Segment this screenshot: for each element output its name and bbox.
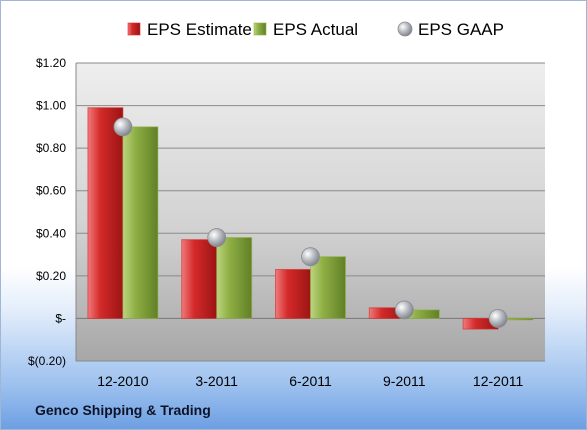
company-name: Genco Shipping & Trading — [35, 402, 211, 418]
bar-eps-actual — [216, 237, 253, 319]
bar-eps-estimate — [181, 239, 218, 319]
legend-label: EPS Estimate — [147, 20, 252, 39]
x-category-label: 12-2010 — [97, 373, 149, 389]
y-tick-label: $(0.20) — [28, 354, 66, 368]
x-axis-categories: 12-2010 3-2011 6-2011 9-2011 12-2011 — [97, 373, 523, 389]
x-category-label: 3-2011 — [195, 373, 238, 389]
legend: EPS Estimate EPS Actual EPS GAAP — [127, 20, 504, 39]
marker-eps-gaap — [394, 300, 414, 320]
x-category-label: 6-2011 — [289, 373, 332, 389]
gaap-markers — [113, 117, 508, 328]
x-category-label: 9-2011 — [383, 373, 426, 389]
y-tick-label: $0.20 — [36, 269, 66, 283]
legend-label: EPS Actual — [273, 20, 358, 39]
bar-eps-actual — [310, 256, 346, 319]
y-tick-label: $0.60 — [36, 184, 66, 198]
legend-label: EPS GAAP — [418, 20, 504, 39]
legend-swatch — [397, 21, 413, 37]
y-tick-label: $0.80 — [36, 141, 66, 155]
legend-swatch — [127, 22, 141, 36]
y-tick-label: $1.00 — [36, 99, 66, 113]
bar-eps-actual — [122, 126, 159, 319]
y-tick-label: $- — [55, 311, 66, 325]
marker-eps-gaap — [488, 309, 508, 328]
bar-eps-estimate — [87, 107, 124, 319]
bar-eps-estimate — [275, 268, 311, 319]
y-axis-ticks: $1.20 $1.00 $0.80 $0.60 $0.40 $0.20 $- $(0.20) — [28, 56, 66, 368]
y-tick-label: $1.20 — [36, 56, 66, 70]
y-tick-label: $0.40 — [36, 226, 66, 240]
marker-eps-gaap — [301, 247, 320, 267]
bars — [87, 107, 534, 330]
marker-eps-gaap — [113, 117, 133, 137]
legend-swatch — [253, 22, 267, 36]
marker-eps-gaap — [207, 228, 227, 247]
x-category-label: 12-2011 — [473, 373, 524, 389]
